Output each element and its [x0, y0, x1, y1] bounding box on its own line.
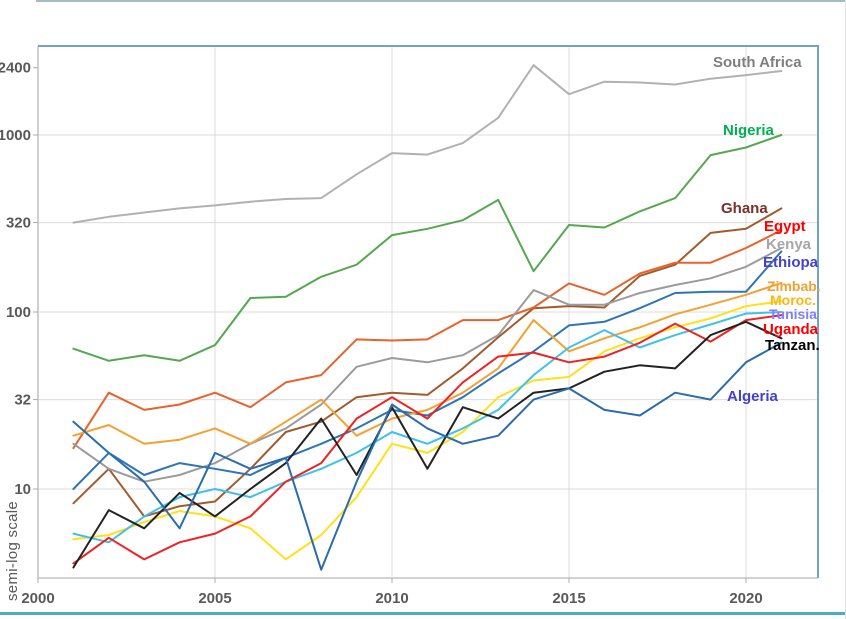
plot-border-top-right [38, 45, 819, 578]
y-tick-label-320: 320 [6, 215, 31, 232]
series-label-tunisia: Tunisia [769, 306, 817, 322]
series-label-tanzania: Tanzan. [765, 337, 820, 354]
series-label-south-africa: South Africa [713, 54, 802, 71]
x-tick-label-2000: 2000 [21, 590, 54, 607]
series-label-ethiopia: Ethiopa [763, 254, 819, 271]
series-line-zimbabwe [72, 281, 783, 445]
series-label-morocco: Moroc. [770, 292, 816, 308]
y-tick-label-100: 100 [6, 304, 31, 321]
y-tick-label-2400: 2400 [0, 60, 31, 77]
x-tick-label-2010: 2010 [375, 590, 408, 607]
x-tick-label-2005: 2005 [198, 590, 231, 607]
series-label-nigeria: Nigeria [723, 122, 775, 139]
x-tick-label-2020: 2020 [729, 590, 762, 607]
y-tick-label-1000: 1000 [0, 127, 31, 144]
series-line-algeria [72, 341, 783, 571]
series-line-tanzania [72, 320, 783, 569]
y-tick-label-32: 32 [14, 392, 31, 409]
y-tick-label-10: 10 [14, 481, 31, 498]
top-divider-line [36, 0, 845, 2]
series-label-algeria: Algeria [727, 388, 779, 405]
series-line-egypt [72, 229, 783, 450]
x-tick-label-2015: 2015 [552, 590, 585, 607]
series-line-nigeria [72, 134, 783, 362]
series-line-ethiopia [72, 250, 783, 490]
series-line-tunisia [72, 311, 783, 544]
series-line-kenya [72, 247, 783, 483]
series-label-uganda: Uganda [763, 321, 819, 338]
series-label-egypt: Egypt [764, 218, 806, 235]
bottom-divider-line [0, 612, 845, 615]
series-label-zimbabwe: Zimbab. [767, 278, 821, 294]
y-axis-title: semi-log scale [4, 500, 21, 601]
series-label-ghana: Ghana [721, 200, 768, 217]
series-line-uganda [72, 314, 783, 565]
series-label-kenya: Kenya [766, 236, 812, 253]
series-line-south-africa [72, 64, 783, 224]
